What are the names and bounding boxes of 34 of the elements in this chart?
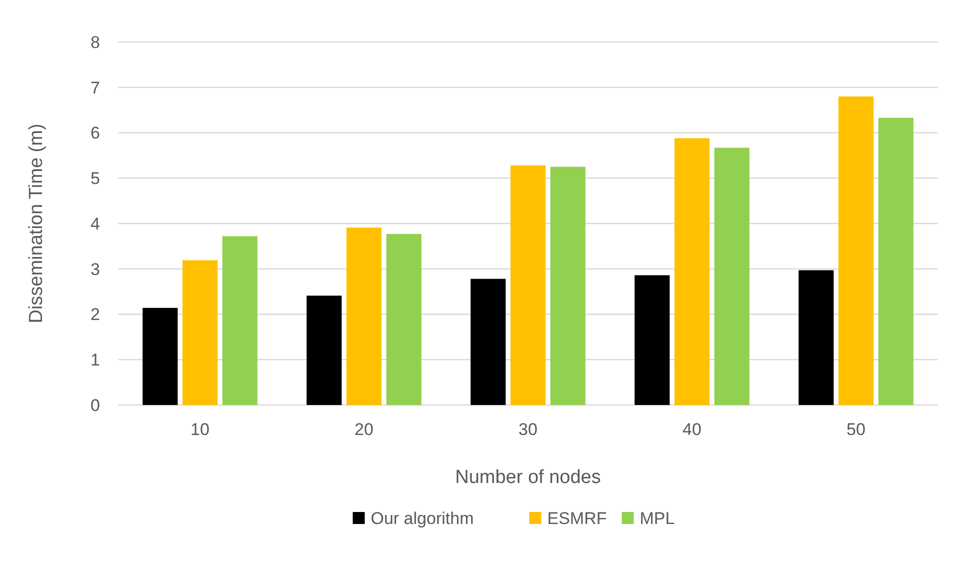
y-tick-label: 8 <box>90 32 100 52</box>
y-tick-label: 1 <box>90 350 100 370</box>
bar <box>470 278 506 405</box>
x-axis-title: Number of nodes <box>455 467 601 488</box>
x-tick-label: 40 <box>682 420 702 439</box>
legend-label: ESMRF <box>547 508 607 528</box>
bar <box>838 96 874 405</box>
bar <box>222 236 258 405</box>
bar <box>798 270 834 405</box>
x-tick-label: 50 <box>846 420 866 439</box>
bar <box>550 166 586 405</box>
bar <box>182 260 218 405</box>
y-tick-label: 2 <box>90 305 100 324</box>
bar <box>346 228 382 405</box>
bar <box>386 234 422 405</box>
bar <box>142 308 178 405</box>
y-tick-label: 6 <box>90 124 100 143</box>
y-tick-label: 7 <box>90 78 100 98</box>
y-tick-label: 3 <box>90 260 100 279</box>
y-tick-label: 5 <box>90 169 100 188</box>
legend-label: MPL <box>640 508 675 528</box>
bar <box>306 296 342 405</box>
bar <box>714 148 750 405</box>
bar <box>634 275 670 405</box>
y-tick-label: 0 <box>90 396 100 415</box>
x-tick-label: 20 <box>354 420 374 439</box>
bar <box>878 118 914 405</box>
legend-label: Our algorithm <box>370 508 474 528</box>
bar <box>510 165 546 405</box>
x-tick-label: 30 <box>518 420 538 439</box>
x-tick-label: 10 <box>190 420 210 439</box>
bar <box>674 138 710 405</box>
y-axis-title: Dissemination Time (m) <box>26 124 47 324</box>
y-tick-label: 4 <box>90 214 100 234</box>
